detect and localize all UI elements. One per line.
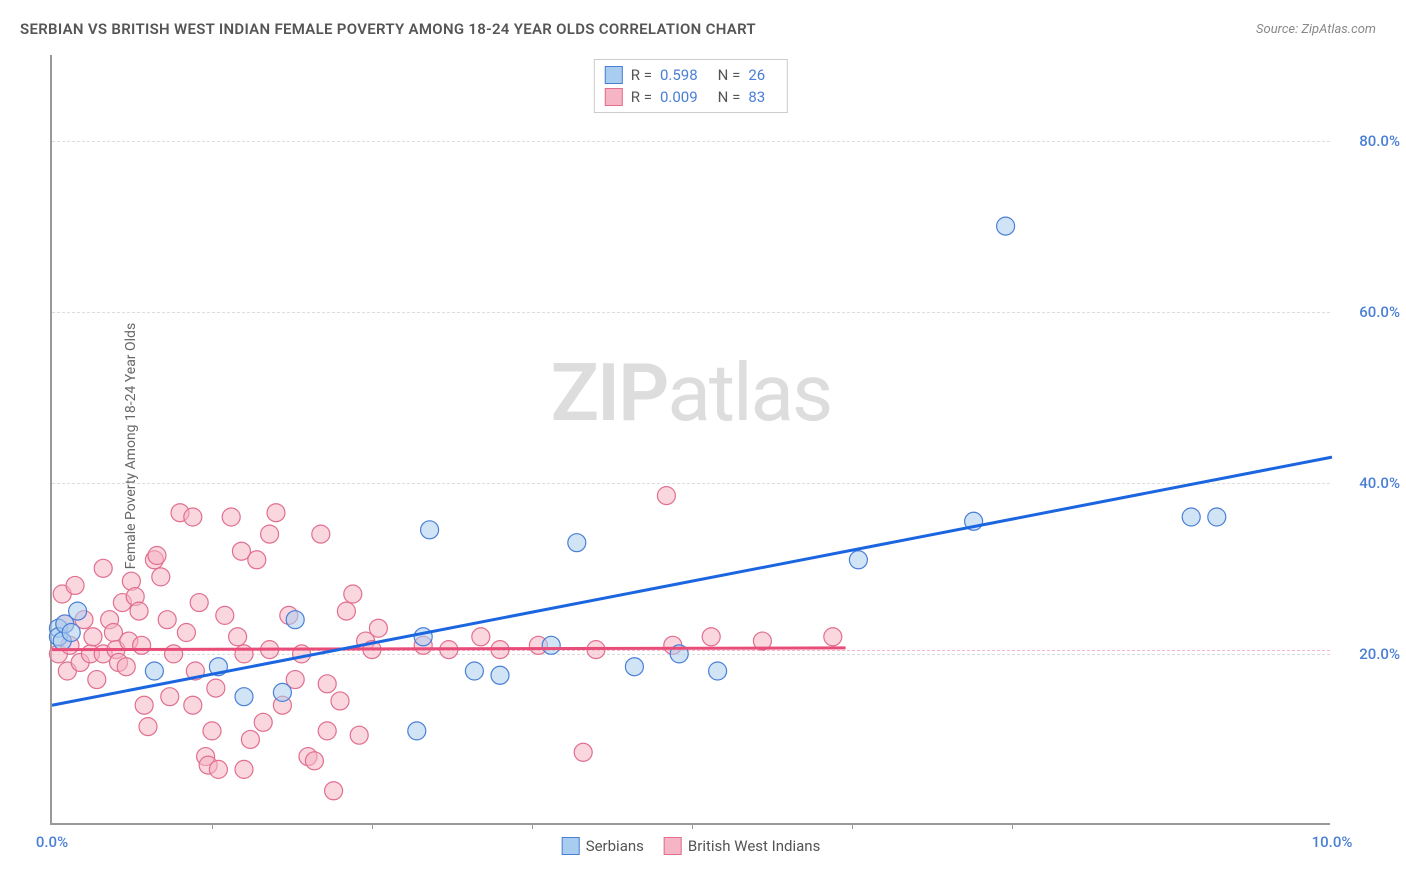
scatter-point-bwi bbox=[337, 602, 355, 620]
scatter-point-bwi bbox=[325, 782, 343, 800]
swatch-bwi bbox=[605, 88, 623, 106]
scatter-point-bwi bbox=[130, 602, 148, 620]
x-tick-mark bbox=[372, 823, 373, 829]
y-tick-label: 80.0% bbox=[1359, 132, 1400, 150]
scatter-point-bwi bbox=[657, 487, 675, 505]
scatter-point-serbians bbox=[145, 662, 163, 680]
scatter-point-serbians bbox=[709, 662, 727, 680]
scatter-point-bwi bbox=[305, 752, 323, 770]
scatter-point-serbians bbox=[62, 624, 80, 642]
x-tick-mark bbox=[852, 823, 853, 829]
scatter-point-bwi bbox=[254, 713, 272, 731]
scatter-point-bwi bbox=[472, 628, 490, 646]
scatter-point-bwi bbox=[344, 585, 362, 603]
scatter-point-bwi bbox=[350, 726, 368, 744]
y-tick-label: 40.0% bbox=[1359, 474, 1400, 492]
scatter-point-bwi bbox=[133, 636, 151, 654]
swatch-serbians-icon bbox=[562, 837, 580, 855]
scatter-point-bwi bbox=[135, 696, 153, 714]
legend-item-bwi: British West Indians bbox=[664, 837, 820, 855]
x-tick-label: 0.0% bbox=[36, 833, 68, 851]
scatter-point-bwi bbox=[88, 671, 106, 689]
scatter-point-bwi bbox=[152, 568, 170, 586]
scatter-point-serbians bbox=[849, 551, 867, 569]
scatter-point-serbians bbox=[1182, 508, 1200, 526]
scatter-point-serbians bbox=[542, 636, 560, 654]
y-tick-label: 20.0% bbox=[1359, 645, 1400, 663]
scatter-point-bwi bbox=[94, 559, 112, 577]
scatter-point-bwi bbox=[207, 679, 225, 697]
scatter-point-bwi bbox=[84, 628, 102, 646]
scatter-point-bwi bbox=[318, 675, 336, 693]
scatter-point-bwi bbox=[148, 547, 166, 565]
x-tick-label: 10.0% bbox=[1312, 833, 1353, 851]
swatch-serbians bbox=[605, 66, 623, 84]
x-tick-mark bbox=[1012, 823, 1013, 829]
scatter-point-bwi bbox=[235, 645, 253, 663]
scatter-point-bwi bbox=[331, 692, 349, 710]
plot-area: ZIPatlas R = 0.598 N = 26 R = 0.009 N = … bbox=[50, 55, 1330, 825]
scatter-point-serbians bbox=[235, 688, 253, 706]
chart-title: SERBIAN VS BRITISH WEST INDIAN FEMALE PO… bbox=[20, 20, 756, 38]
scatter-point-bwi bbox=[117, 658, 135, 676]
scatter-point-serbians bbox=[465, 662, 483, 680]
scatter-point-bwi bbox=[702, 628, 720, 646]
scatter-point-bwi bbox=[177, 624, 195, 642]
scatter-point-serbians bbox=[414, 628, 432, 646]
scatter-point-bwi bbox=[209, 760, 227, 778]
scatter-point-serbians bbox=[997, 217, 1015, 235]
scatter-point-bwi bbox=[312, 525, 330, 543]
scatter-point-serbians bbox=[491, 666, 509, 684]
scatter-point-bwi bbox=[139, 718, 157, 736]
scatter-point-bwi bbox=[261, 525, 279, 543]
scatter-point-bwi bbox=[216, 606, 234, 624]
legend-item-serbians: Serbians bbox=[562, 837, 644, 855]
x-tick-mark bbox=[692, 823, 693, 829]
x-tick-mark bbox=[532, 823, 533, 829]
scatter-point-bwi bbox=[824, 628, 842, 646]
scatter-point-bwi bbox=[241, 730, 259, 748]
scatter-point-bwi bbox=[318, 722, 336, 740]
scatter-point-serbians bbox=[1208, 508, 1226, 526]
y-tick-label: 60.0% bbox=[1359, 303, 1400, 321]
scatter-point-bwi bbox=[248, 551, 266, 569]
scatter-point-bwi bbox=[161, 688, 179, 706]
scatter-point-bwi bbox=[66, 576, 84, 594]
trendline-bwi bbox=[52, 648, 846, 650]
scatter-point-serbians bbox=[273, 683, 291, 701]
scatter-point-serbians bbox=[69, 602, 87, 620]
scatter-point-bwi bbox=[203, 722, 221, 740]
scatter-point-bwi bbox=[267, 504, 285, 522]
swatch-bwi-icon bbox=[664, 837, 682, 855]
series-legend: Serbians British West Indians bbox=[562, 837, 821, 855]
scatter-point-bwi bbox=[229, 628, 247, 646]
scatter-point-serbians bbox=[421, 521, 439, 539]
scatter-point-bwi bbox=[190, 594, 208, 612]
scatter-point-serbians bbox=[625, 658, 643, 676]
scatter-point-bwi bbox=[222, 508, 240, 526]
scatter-point-bwi bbox=[184, 508, 202, 526]
scatter-point-serbians bbox=[286, 611, 304, 629]
scatter-point-bwi bbox=[184, 696, 202, 714]
scatter-point-bwi bbox=[574, 743, 592, 761]
scatter-svg bbox=[52, 55, 1330, 823]
legend-row-bwi: R = 0.009 N = 83 bbox=[605, 86, 777, 108]
scatter-point-bwi bbox=[158, 611, 176, 629]
scatter-point-bwi bbox=[165, 645, 183, 663]
source-attribution: Source: ZipAtlas.com bbox=[1256, 22, 1376, 37]
correlation-legend: R = 0.598 N = 26 R = 0.009 N = 83 bbox=[594, 59, 788, 113]
x-tick-mark bbox=[212, 823, 213, 829]
scatter-point-bwi bbox=[235, 760, 253, 778]
scatter-point-bwi bbox=[369, 619, 387, 637]
legend-row-serbians: R = 0.598 N = 26 bbox=[605, 64, 777, 86]
scatter-point-serbians bbox=[568, 534, 586, 552]
scatter-point-serbians bbox=[408, 722, 426, 740]
trendline-serbians bbox=[52, 457, 1332, 705]
